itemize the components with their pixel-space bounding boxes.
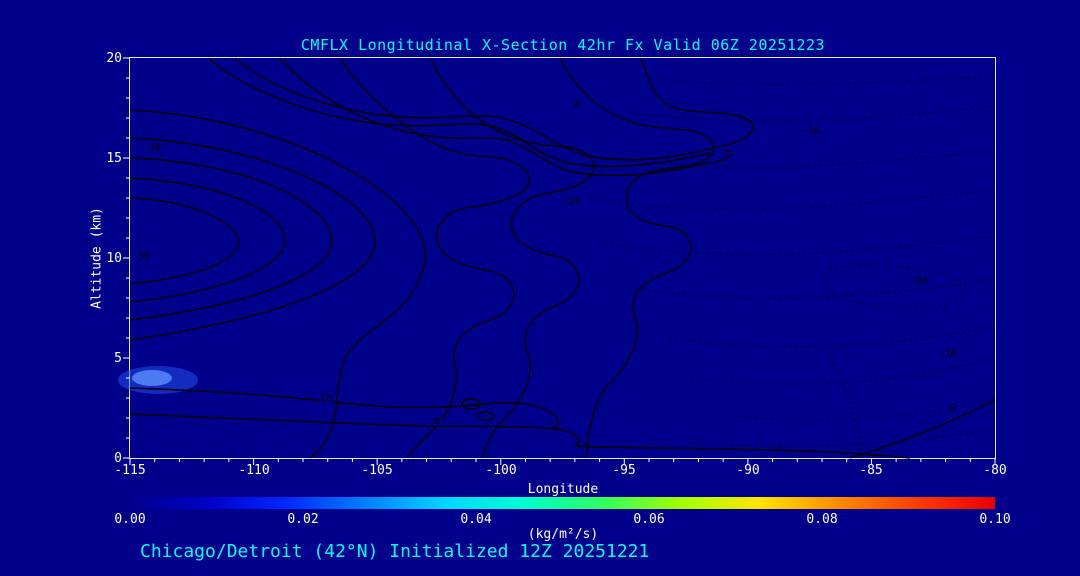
y-tick-label: 10 [106,251,122,266]
x-tick-label: -90 [736,463,760,478]
contour-label: -10 [802,126,820,137]
contour-line [669,325,996,348]
contour-line [129,157,333,321]
x-tick-label: -95 [612,463,636,478]
contour-line [649,75,996,86]
contour-line [477,411,495,421]
colorbar-unit-label: (kg/m²/s) [527,527,599,542]
contour-label: 0 [434,416,440,427]
contour-line [829,357,864,459]
flux-maximum-highlight-core [132,370,172,386]
contour-label: 30 [149,143,161,154]
contour-line [207,57,711,168]
contour-line [629,279,996,299]
dashed-contours [589,75,996,459]
contour-label: -20 [910,276,928,287]
contour-line [129,137,376,341]
contour-line [461,398,481,410]
contour-line [849,399,996,459]
contour-line [129,109,426,459]
contour-line [589,189,996,210]
chart-title: CMFLX Longitudinal X-Section 42hr Fx Val… [300,36,826,54]
contour-label: -10 [562,196,580,207]
x-tick-label: -105 [361,463,393,478]
contour-line [824,264,967,308]
colorbar [130,497,995,509]
y-tick-label: 20 [106,51,122,66]
contour-label: 0 [950,403,956,414]
colorbar-tick-label: 0.02 [287,512,319,527]
contour-label: 10 [320,393,332,404]
contour-label-group: 30 50 0 -10 -10 -20 -10 0 10 0 [136,97,959,429]
colorbar-tick-label: 0.04 [460,512,492,527]
contour-line [609,149,996,169]
contour-line [279,57,731,177]
contour-line [729,397,996,420]
colorbar-tick-label: 0.08 [806,512,838,527]
contour-line [629,105,996,122]
contour-line [129,177,286,303]
contour-line [559,57,715,459]
y-tick-label: 15 [106,151,122,166]
contour-line [129,197,240,285]
contour-line [129,387,559,430]
contour-line [129,413,911,459]
contour-line [429,57,595,459]
axis-tick-marks [123,57,996,465]
contour-line [234,57,754,161]
x-tick-label: -80 [983,463,1007,478]
y-tick-label: 5 [114,351,122,366]
plot-area: 30 50 0 -10 -10 -20 -10 0 10 0 [118,57,996,465]
caption: Chicago/Detroit (42°N) Initialized 12Z 2… [140,541,650,562]
colorbar-tick-label: 0.10 [979,512,1011,527]
x-tick-label: -100 [485,463,517,478]
contour-label: 50 [138,251,150,262]
contour-line [599,235,996,255]
colorbar-tick-label: 0.00 [114,512,146,527]
colorbar-tick-label: 0.06 [633,512,665,527]
contour-plot: 30 50 0 -10 -10 -20 -10 0 10 0 [118,57,996,465]
contour-line [689,357,996,385]
x-tick-label: -85 [859,463,883,478]
y-tick-label: 0 [114,451,122,466]
contour-label: -10 [939,348,957,359]
solid-contours [129,57,996,459]
x-tick-label: -115 [114,463,146,478]
x-tick-label: -110 [238,463,270,478]
contour-line [339,57,531,459]
x-axis-label: Longitude [527,482,599,497]
contour-label: 0 [574,99,580,110]
contour-line [689,429,991,447]
